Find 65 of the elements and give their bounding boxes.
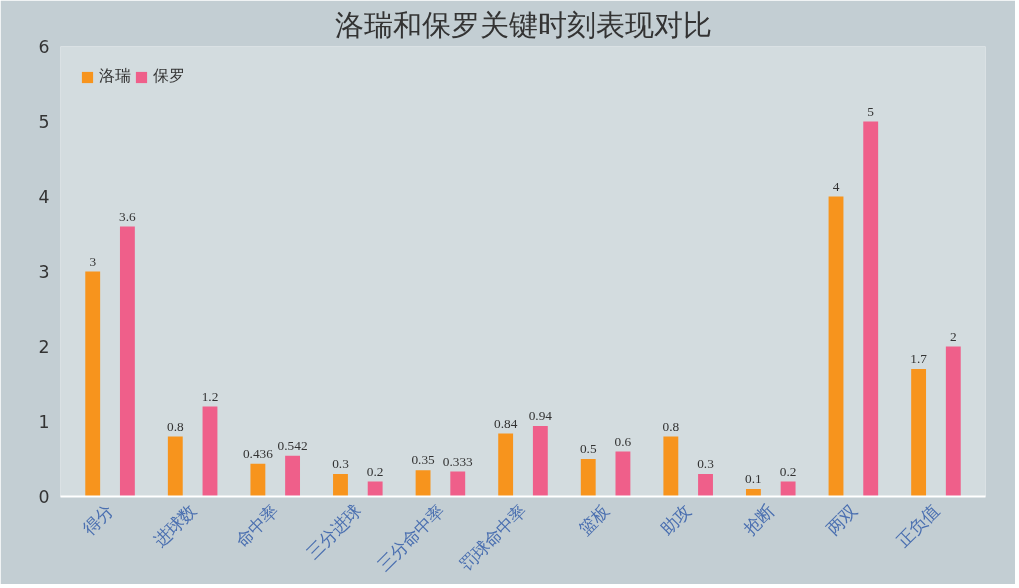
data-label: 4 [832,178,840,194]
y-tick-label: 3 [38,262,50,282]
chart-title: 洛瑞和保罗关键时刻表现对比 [334,7,712,42]
data-label: 0.35 [411,452,436,468]
bar [333,474,348,497]
bar [167,436,183,497]
data-label: 0.2 [366,463,384,479]
data-label: 1.7 [910,351,928,366]
x-tick-label: 两双 [822,500,861,539]
data-label: 5 [867,103,875,119]
bar [745,489,761,497]
x-tick-label: 抢断 [739,500,778,539]
legend-label: 洛瑞 [99,66,131,87]
data-label: 0.3 [697,456,715,471]
bar [828,196,844,497]
y-tick-label: 5 [38,112,50,132]
x-tick-label: 三分进球 [302,500,365,563]
bar [911,369,927,497]
bar [615,451,631,497]
x-tick-label: 助攻 [657,500,696,539]
bar [663,436,679,497]
bar [367,481,383,497]
y-tick-label: 0 [38,487,50,507]
bar [498,433,514,497]
data-label: 0.8 [662,418,680,434]
data-label: 0.84 [493,415,518,431]
y-tick-label: 4 [38,187,50,207]
data-label: 0.8 [166,418,184,434]
y-tick-label: 6 [38,37,50,57]
data-label: 0.3 [332,456,350,471]
bar [780,481,796,497]
bar [250,463,266,497]
bar [945,346,961,497]
bar [415,470,431,497]
data-label: 0.94 [528,408,553,423]
data-label: 1.2 [201,388,219,404]
data-label: 0.2 [779,463,797,479]
x-tick-label: 篮板 [574,500,613,539]
data-label: 0.1 [745,471,762,486]
bar [202,406,218,497]
y-tick-label: 1 [38,412,50,432]
bar [450,471,466,497]
y-tick-label: 2 [38,337,50,357]
data-label: 0.6 [614,433,632,449]
bar [863,121,879,497]
data-label: 3 [89,253,97,269]
x-tick-label: 三分命中率 [373,500,448,575]
legend-label: 保罗 [153,66,185,87]
data-label: 3.6 [119,208,137,224]
x-tick-label: 命中率 [232,500,283,551]
bar [698,474,713,497]
data-label: 0.436 [242,445,274,461]
bar [580,459,596,497]
bar [85,271,101,497]
bar [119,226,135,497]
bar [532,426,548,497]
data-label: 0.333 [442,453,474,469]
bar [285,455,301,497]
data-label: 2 [949,328,957,344]
x-tick-label: 正负值 [892,500,944,551]
x-tick-label: 进球数 [149,500,200,551]
x-tick-label: 得分 [78,500,118,539]
data-label: 0.5 [579,441,597,456]
data-label: 0.542 [277,437,308,453]
x-tick-label: 罚球命中率 [455,500,531,575]
